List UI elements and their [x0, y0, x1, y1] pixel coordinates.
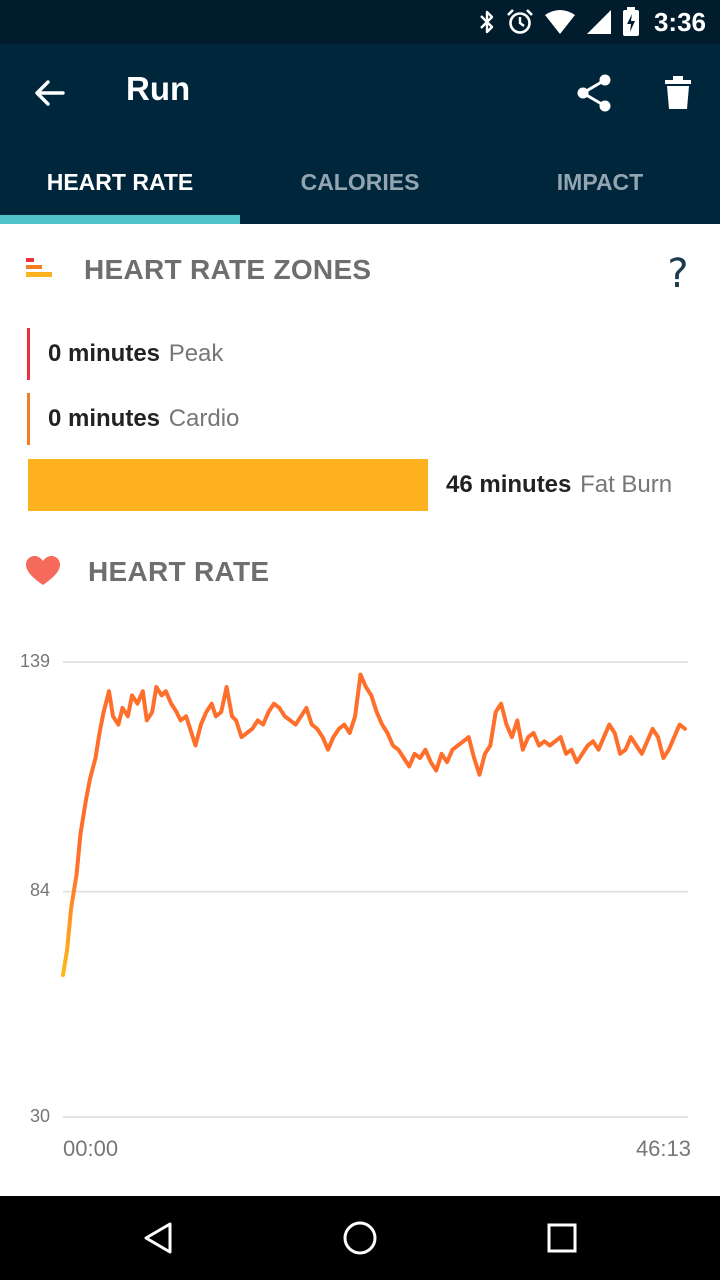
- y-tick-mid: 84: [29, 880, 50, 900]
- zone-peak-label: Peak: [168, 340, 224, 367]
- active-tab-indicator: [0, 215, 240, 224]
- nav-recents-icon: [547, 1223, 577, 1253]
- zone-peak-minutes: 0 minutes: [48, 340, 161, 367]
- status-icons: 3:36: [478, 6, 706, 38]
- heart-rate-chart-svg: [61, 661, 688, 1118]
- cellular-signal-icon: [586, 10, 611, 34]
- zone-cardio-minutes: 0 minutes: [48, 405, 161, 432]
- zones-section-header: HEART RATE ZONES ?: [0, 244, 720, 300]
- y-tick-top: 139: [19, 651, 50, 671]
- zone-fat-burn-bar: [28, 459, 428, 511]
- bluetooth-icon: [480, 10, 494, 34]
- app-bar: Run: [0, 44, 720, 140]
- page-title: Run: [126, 70, 191, 107]
- zone-fat-burn-label: Fat Burn: [580, 471, 673, 498]
- zone-peak-text: 0 minutes Peak: [48, 340, 223, 368]
- zone-fat-burn-minutes: 46 minutes: [446, 471, 572, 498]
- zone-fat-burn-text: 46 minutes Fat Burn: [446, 471, 672, 499]
- nav-recents-button[interactable]: [532, 1214, 592, 1262]
- zone-row-peak: 0 minutes Peak: [0, 328, 720, 380]
- trash-icon: [665, 76, 691, 109]
- alarm-icon: [507, 9, 533, 34]
- share-button[interactable]: [568, 68, 620, 118]
- zone-peak-indicator: [27, 328, 30, 380]
- tab-heart-rate[interactable]: HEART RATE: [46, 168, 194, 195]
- back-button[interactable]: [24, 68, 74, 118]
- share-icon: [577, 74, 611, 112]
- y-tick-bottom: 30: [29, 1106, 50, 1126]
- nav-home-icon: [343, 1221, 377, 1255]
- nav-back-icon: [144, 1222, 172, 1254]
- heart-rate-title: HEART RATE: [88, 556, 270, 587]
- battery-charging-icon: [622, 7, 639, 36]
- help-button[interactable]: ?: [667, 251, 689, 297]
- heart-rate-section-header: HEART RATE: [0, 546, 720, 602]
- status-time: 3:36: [653, 6, 706, 37]
- zone-cardio-label: Cardio: [168, 405, 240, 432]
- zones-bars-icon: [26, 258, 52, 277]
- x-tick-end: 46:13: [635, 1136, 691, 1161]
- nav-home-button[interactable]: [330, 1214, 390, 1262]
- x-tick-start: 00:00: [63, 1136, 119, 1161]
- status-bar: 3:36: [0, 0, 720, 44]
- heart-icon: [26, 556, 60, 585]
- heart-rate-line: [61, 672, 687, 978]
- nav-back-button[interactable]: [128, 1214, 188, 1262]
- tab-bar: HEART RATE CALORIES IMPACT: [0, 140, 720, 224]
- delete-button[interactable]: [652, 68, 704, 118]
- heart-rate-chart: 139 84 30 00:00 46:13: [0, 640, 720, 1170]
- tab-impact[interactable]: IMPACT: [556, 168, 644, 195]
- zone-row-cardio: 0 minutes Cardio: [0, 393, 720, 445]
- system-nav-bar: [0, 1196, 720, 1280]
- wifi-icon: [544, 10, 575, 34]
- tab-calories[interactable]: CALORIES: [300, 168, 420, 195]
- zones-title: HEART RATE ZONES: [84, 254, 372, 285]
- zone-cardio-indicator: [27, 393, 30, 445]
- zone-cardio-text: 0 minutes Cardio: [48, 405, 239, 433]
- arrow-back-icon: [35, 80, 65, 106]
